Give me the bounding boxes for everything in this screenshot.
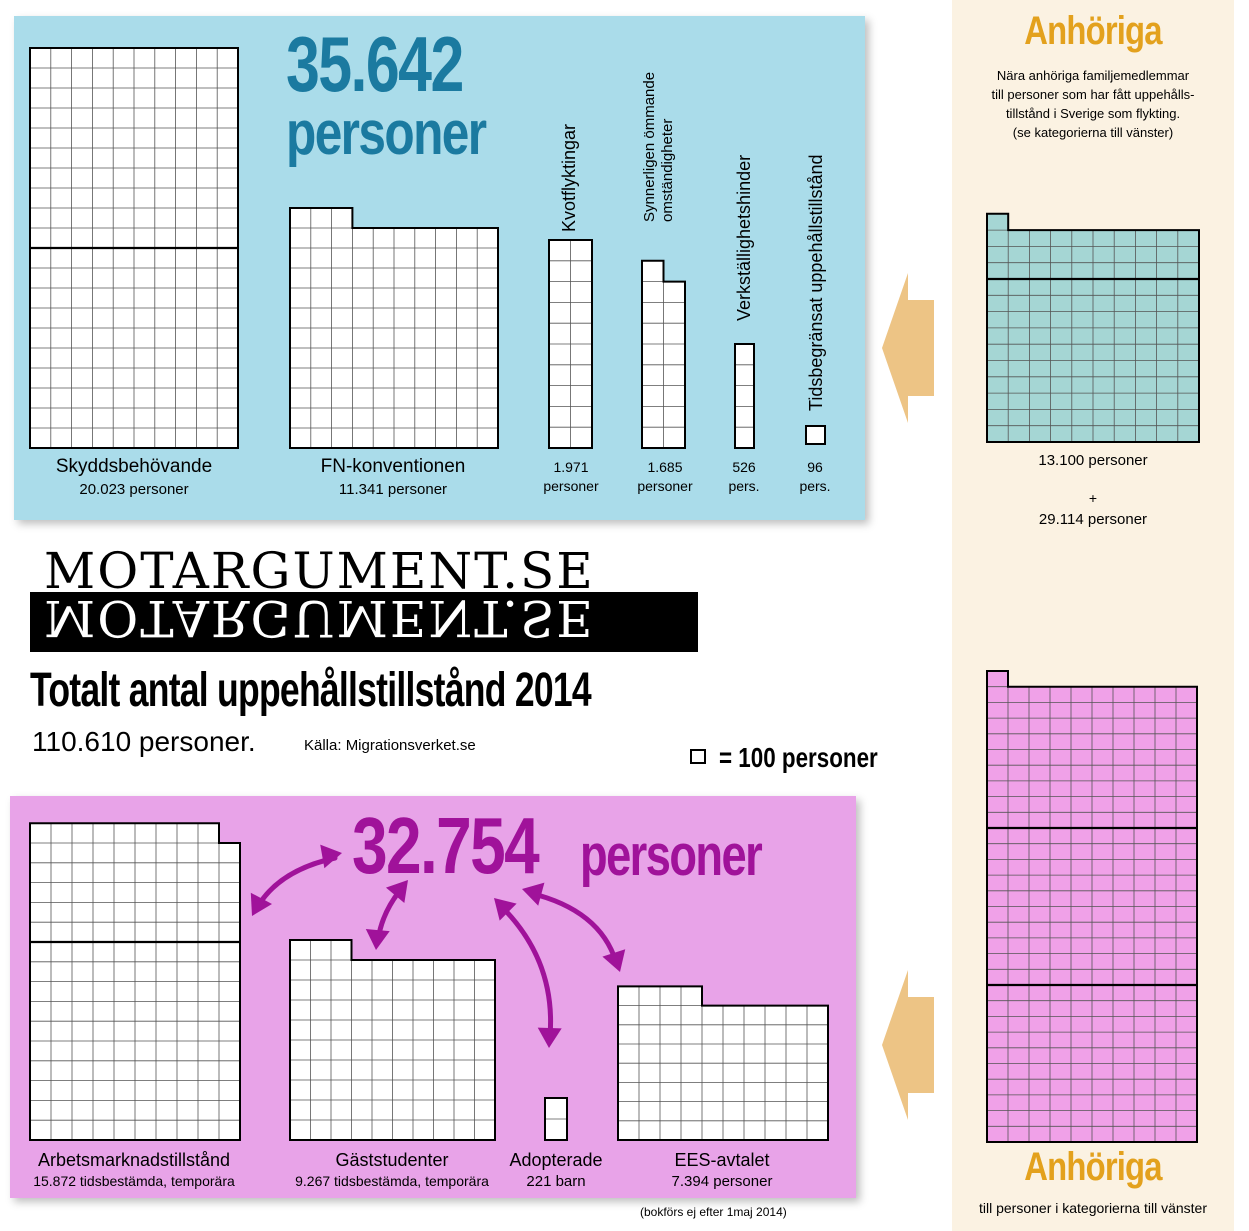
label-verkstallighetshinder: Verkställighetshinder	[734, 154, 754, 321]
value-tids-number: 96	[807, 459, 823, 475]
bar-gaststudenter-outline	[289, 939, 496, 1141]
arrowhead-icon	[494, 898, 517, 921]
arrowhead-icon	[522, 882, 545, 906]
value-synnerligen: 1.685 personer	[624, 458, 706, 496]
label-skyddsbehovande: Skyddsbehövande	[55, 456, 213, 477]
anhoriga-desc-line3: tillstånd i Sverige som flykting.	[1005, 106, 1181, 121]
arrow-left-to-other-icon	[882, 970, 934, 1120]
logo-motargument: MOTARGUMENT.SE	[44, 542, 595, 600]
value-kvot-unit: personer	[543, 478, 599, 494]
value-verk-number: 526	[732, 459, 756, 475]
value-tidsbegransat: 96 pers.	[786, 458, 844, 496]
legend-box-icon	[690, 749, 706, 764]
curved-arrow-arbetsmarknad	[255, 855, 338, 909]
bar-tidsbegransat-outline	[805, 425, 826, 445]
logo-reflection: MOTARGUMENT.SE	[44, 589, 595, 647]
bar-adopterade-outline	[544, 1097, 568, 1141]
anhoriga-desc-line2: till personer som har fått uppehålls-	[991, 87, 1195, 102]
value-skyddsbehovande: 20.023 personer	[79, 481, 189, 498]
bar-kvotflyktingar-outline	[548, 239, 593, 449]
protection-total-number: 35.642	[286, 20, 464, 108]
value-tids-unit: pers.	[799, 478, 831, 494]
anhoriga-value-2: 29.114 personer	[1038, 511, 1148, 528]
bar-tidsbegransat-fill	[806, 426, 825, 444]
label-synnerligen-line2: omständigheter	[659, 118, 676, 222]
anhoriga-footer: till personer i kategorierna till vänste…	[979, 1200, 1207, 1216]
value-verkstallighetshinder: 526 pers.	[715, 458, 773, 496]
arrowhead-icon	[250, 892, 272, 916]
arrowhead-icon	[537, 1027, 562, 1048]
logo-reflection-band	[30, 592, 698, 652]
arrowhead-icon	[365, 929, 390, 950]
other-total-number: 32.754	[352, 801, 540, 890]
curved-arrow-ees	[527, 890, 619, 965]
bar-verkstallighetshinder-outline	[734, 343, 755, 449]
value-kvot-number: 1.971	[553, 459, 589, 475]
bar-skyddsbehovande-outline	[29, 47, 239, 449]
source: Källa: Migrationsverket.se	[304, 737, 476, 754]
other-total-unit: personer	[580, 823, 763, 888]
anhoriga-value-1: 13.100 personer	[1038, 452, 1148, 469]
arrow-left-to-protection-icon	[882, 273, 934, 423]
legend-text: = 100 personer	[719, 742, 878, 773]
bar-ees-outline	[617, 985, 829, 1141]
label-ees: EES-avtalet	[674, 1150, 770, 1170]
value-kvotflyktingar: 1.971 personer	[530, 458, 612, 496]
plus-sign: +	[1088, 490, 1098, 506]
curved-arrow-adopterade	[497, 902, 554, 1039]
arrowhead-icon	[320, 844, 342, 869]
label-gaststudenter: Gäststudenter	[335, 1150, 449, 1170]
bar-anhoriga-1-outline	[986, 212, 1200, 443]
label-synnerligen: Synnerligen ömmande omständigheter	[641, 72, 677, 222]
protection-total-unit: personer	[286, 99, 487, 168]
bar-anhoriga-2-outline	[986, 670, 1198, 1143]
label-kvotflyktingar: Kvotflyktingar	[559, 123, 579, 232]
label-adopterade: Adopterade	[509, 1150, 603, 1170]
anhoriga-desc-line1: Nära anhöriga familjemedlemmar	[996, 68, 1190, 83]
anhoriga-description: Nära anhöriga familjemedlemmar till pers…	[952, 66, 1234, 142]
anhoriga-title-top: Anhöriga	[1024, 9, 1162, 53]
label-tidsbegransat: Tidsbegränsat uppehållstillstånd	[806, 154, 826, 412]
value-ees: 7.394 personer	[671, 1173, 773, 1190]
bokfors-note: (bokförs ej efter 1maj 2014)	[640, 1205, 787, 1219]
bar-synnerligen-outline	[641, 259, 686, 449]
anhoriga-title-bottom: Anhöriga	[1024, 1145, 1162, 1189]
bar-verkstallighetshinder-fill	[735, 344, 754, 448]
bar-fn-konventionen-outline	[289, 207, 499, 449]
total-persons: 110.610 personer.	[32, 726, 256, 757]
arrowhead-icon	[385, 880, 408, 904]
value-arbetsmarknad: 15.872 tidsbestämda, temporära	[33, 1173, 235, 1189]
label-fn-konventionen: FN-konventionen	[320, 456, 466, 477]
value-verk-unit: pers.	[728, 478, 760, 494]
value-gaststudenter: 9.267 tidsbestämda, temporära	[295, 1173, 489, 1189]
value-synn-unit: personer	[637, 478, 693, 494]
label-synnerligen-line1: Synnerligen ömmande	[641, 71, 658, 222]
value-adopterade: 221 barn	[526, 1173, 586, 1190]
value-synn-number: 1.685	[647, 459, 683, 475]
value-fn-konventionen: 11.341 personer	[338, 481, 448, 498]
headline: Totalt antal uppehållstillstånd 2014	[30, 664, 592, 717]
label-arbetsmarknad: Arbetsmarknadstillstånd	[37, 1150, 231, 1170]
bar-arbetsmarknad-outline	[29, 822, 241, 1141]
anhoriga-desc-line4: (se kategorierna till vänster)	[1012, 125, 1174, 140]
arrowhead-icon	[602, 949, 626, 972]
